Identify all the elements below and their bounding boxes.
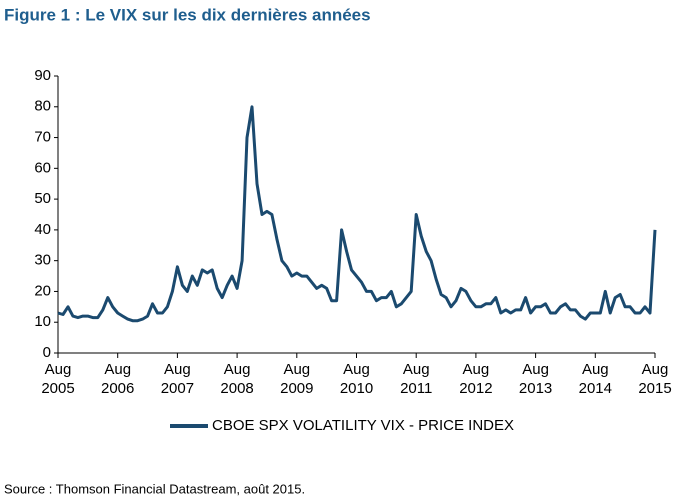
y-tick-label: 10 [34,313,51,330]
series-line [57,105,657,323]
x-tick-label: Aug 2015 [638,361,671,397]
source-note: Source : Thomson Financial Datastream, a… [4,481,305,496]
x-tick-label: Aug 2012 [459,361,492,397]
y-tick-label: 40 [34,221,51,238]
y-tick-label: 70 [34,129,51,146]
legend-label: CBOE SPX VOLATILITY VIX - PRICE INDEX [212,417,514,434]
x-tick-label: Aug 2005 [41,361,74,397]
y-tick-label: 90 [34,67,51,84]
x-tick-label: Aug 2008 [220,361,253,397]
y-tick-label: 0 [43,344,51,361]
y-tick-label: 30 [34,252,51,269]
x-tick-label: Aug 2011 [400,361,432,397]
x-tick-label: Aug 2007 [161,361,194,397]
y-tick-label: 80 [34,98,51,115]
y-tick-label: 20 [34,282,51,299]
x-tick-label: Aug 2013 [519,361,552,397]
y-tick-label: 60 [34,159,51,176]
x-tick-label: Aug 2010 [340,361,373,397]
chart-title: Figure 1 : Le VIX sur les dix dernières … [4,5,371,24]
x-tick-label: Aug 2014 [579,361,612,397]
x-tick-label: Aug 2006 [101,361,134,397]
y-tick-label: 50 [34,190,51,207]
x-tick-label: Aug 2009 [280,361,313,397]
